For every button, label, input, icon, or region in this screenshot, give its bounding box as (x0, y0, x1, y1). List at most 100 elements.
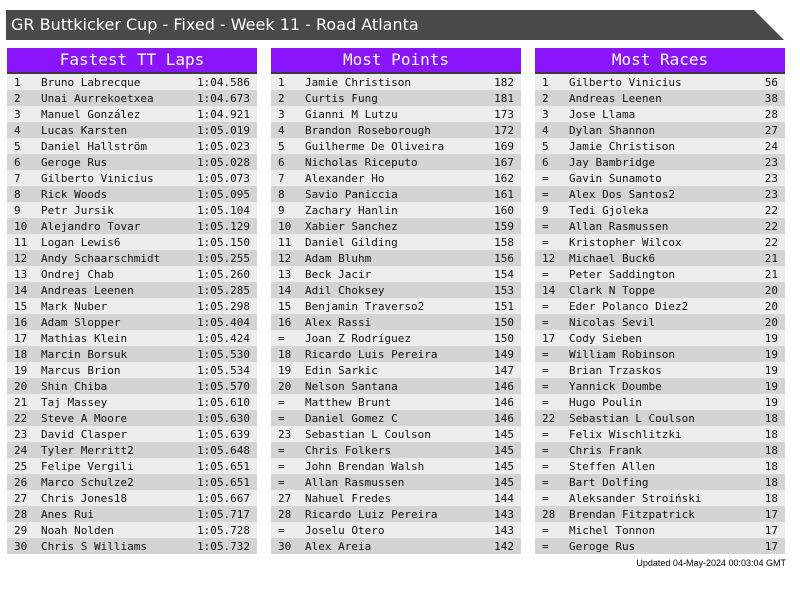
driver-name: Brandon Roseborough (305, 123, 431, 137)
value-cell: 19 (764, 395, 778, 409)
driver-name: Mark Nuber (41, 299, 108, 313)
value-cell: 19 (764, 331, 778, 345)
table-row: = Alex Dos Santos2 23 (535, 186, 785, 202)
value-cell: 20 (764, 299, 778, 313)
rank-cell: 1 (542, 75, 549, 89)
rank-cell: 21 (14, 395, 28, 409)
driver-name: Lucas Karsten (41, 123, 128, 137)
panel-most-races: Most Races 1 Gilberto Vinicius 56 2 Andreas … (535, 48, 785, 554)
rank-cell: 14 (278, 283, 292, 297)
table-row: = Eder Polanco Diez2 20 (535, 298, 785, 314)
panel-title: Most Points (271, 48, 521, 74)
rank-cell: 5 (278, 139, 285, 153)
table-row: 21 Taj Massey 1:05.610 (7, 394, 257, 410)
rank-cell: 16 (14, 315, 28, 329)
value-cell: 1:05.255 (197, 251, 250, 265)
driver-name: Petr Jursik (41, 203, 114, 217)
value-cell: 1:05.150 (197, 235, 250, 249)
rank-cell: 1 (278, 75, 285, 89)
driver-name: Bruno Labrecque (41, 75, 141, 89)
value-cell: 1:04.921 (197, 107, 250, 121)
driver-name: Geroge Rus (569, 539, 636, 553)
table-row: 3 Gianni M Lutzu 173 (271, 106, 521, 122)
table-row: = Aleksander Stroiński 18 (535, 490, 785, 506)
driver-name: Ricardo Luiz Pereira (305, 507, 438, 521)
driver-name: Alejandro Tovar (41, 219, 141, 233)
value-cell: 1:05.404 (197, 315, 250, 329)
driver-name: Allan Rasmussen (569, 219, 669, 233)
value-cell: 149 (494, 347, 514, 361)
driver-name: Shin Chiba (41, 379, 108, 393)
driver-name: Nicolas Sevil (569, 315, 656, 329)
driver-name: Noah Nolden (41, 523, 114, 537)
rank-cell: = (542, 523, 549, 537)
table-row: = Chris Frank 18 (535, 442, 785, 458)
table-row: 30 Alex Areia 142 (271, 538, 521, 554)
driver-name: Alex Areia (305, 539, 372, 553)
value-cell: 23 (764, 187, 778, 201)
panel-title: Most Races (535, 48, 785, 74)
value-cell: 28 (764, 107, 778, 121)
driver-name: Chris S Williams (41, 539, 147, 553)
value-cell: 18 (764, 475, 778, 489)
rank-cell: 9 (278, 203, 285, 217)
table-row: = Nicolas Sevil 20 (535, 314, 785, 330)
driver-name: Marcin Borsuk (41, 347, 128, 361)
rank-cell: = (542, 459, 549, 473)
rank-cell: 28 (14, 507, 28, 521)
table-row: = Hugo Poulin 19 (535, 394, 785, 410)
value-cell: 1:05.260 (197, 267, 250, 281)
table-row: 6 Jay Bambridge 23 (535, 154, 785, 170)
table-row: 4 Lucas Karsten 1:05.019 (7, 122, 257, 138)
rank-cell: = (542, 347, 549, 361)
value-cell: 160 (494, 203, 514, 217)
rank-cell: 5 (14, 139, 21, 153)
rank-cell: = (542, 379, 549, 393)
driver-name: Sebastian L Coulson (305, 427, 431, 441)
value-cell: 21 (764, 267, 778, 281)
table-row: 22 Steve A Moore 1:05.630 (7, 410, 257, 426)
rank-cell: = (542, 235, 549, 249)
value-cell: 19 (764, 379, 778, 393)
rank-cell: 14 (542, 283, 556, 297)
table-row: = Matthew Brunt 146 (271, 394, 521, 410)
rank-cell: 6 (14, 155, 21, 169)
driver-name: Guilherme De Oliveira (305, 139, 445, 153)
rank-cell: 30 (14, 539, 28, 553)
rank-cell: 4 (278, 123, 285, 137)
table-row: 28 Ricardo Luiz Pereira 143 (271, 506, 521, 522)
rank-cell: 8 (278, 187, 285, 201)
rank-cell: 19 (278, 363, 292, 377)
driver-name: Tedi Gjoleka (569, 203, 649, 217)
driver-name: Kristopher Wilcox (569, 235, 682, 249)
table-row: 22 Sebastian L Coulson 18 (535, 410, 785, 426)
driver-name: Matthew Brunt (305, 395, 392, 409)
rank-cell: 7 (278, 171, 285, 185)
driver-name: Brendan Fitzpatrick (569, 507, 695, 521)
value-cell: 1:05.651 (197, 475, 250, 489)
table-row: = John Brendan Walsh 145 (271, 458, 521, 474)
rank-cell: 9 (14, 203, 21, 217)
driver-name: Chris Folkers (305, 443, 392, 457)
table-row: 1 Jamie Christison 182 (271, 74, 521, 90)
value-cell: 1:05.028 (197, 155, 250, 169)
driver-name: Tyler Merritt2 (41, 443, 134, 457)
table-row: 20 Shin Chiba 1:05.570 (7, 378, 257, 394)
driver-name: Andreas Leenen (569, 91, 662, 105)
panel-most-points: Most Points 1 Jamie Christison 182 2 Curtis … (271, 48, 521, 554)
table-row: 5 Jamie Christison 24 (535, 138, 785, 154)
rank-cell: = (542, 171, 549, 185)
value-cell: 153 (494, 283, 514, 297)
rank-cell: 30 (278, 539, 292, 553)
table-row: 17 Mathias Klein 1:05.424 (7, 330, 257, 346)
table-row: 2 Andreas Leenen 38 (535, 90, 785, 106)
driver-name: Andy Schaarschmidt (41, 251, 161, 265)
rank-cell: 22 (14, 411, 28, 425)
value-cell: 24 (764, 139, 778, 153)
table-row: = Kristopher Wilcox 22 (535, 234, 785, 250)
table-row: 4 Dylan Shannon 27 (535, 122, 785, 138)
value-cell: 1:05.073 (197, 171, 250, 185)
value-cell: 1:05.023 (197, 139, 250, 153)
rank-cell: 24 (14, 443, 28, 457)
value-cell: 56 (764, 75, 778, 89)
